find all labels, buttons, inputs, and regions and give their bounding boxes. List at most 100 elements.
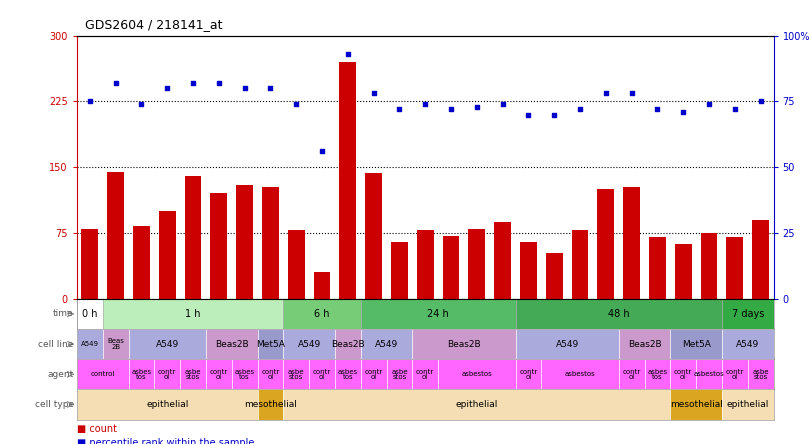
Text: epithelial: epithelial bbox=[456, 400, 498, 409]
Text: contr
ol: contr ol bbox=[158, 369, 177, 380]
Bar bbox=[129, 329, 206, 359]
Text: Beas2B: Beas2B bbox=[331, 340, 364, 349]
Bar bbox=[284, 329, 335, 359]
Point bbox=[497, 100, 509, 107]
Bar bbox=[722, 299, 774, 329]
Point bbox=[83, 98, 96, 105]
Bar bbox=[288, 230, 305, 299]
Bar bbox=[77, 359, 129, 389]
Bar bbox=[339, 62, 356, 299]
Bar bbox=[649, 238, 666, 299]
Bar bbox=[258, 389, 283, 420]
Text: asbe
stos: asbe stos bbox=[752, 369, 769, 380]
Text: asbe
stos: asbe stos bbox=[185, 369, 202, 380]
Point bbox=[212, 79, 225, 87]
Text: contr
ol: contr ol bbox=[623, 369, 641, 380]
Bar bbox=[159, 211, 176, 299]
Text: A549: A549 bbox=[375, 340, 399, 349]
Text: cell line: cell line bbox=[38, 340, 74, 349]
Bar bbox=[77, 329, 103, 359]
Bar bbox=[258, 329, 283, 359]
Bar bbox=[335, 359, 360, 389]
Bar bbox=[494, 222, 511, 299]
Bar bbox=[701, 233, 718, 299]
Bar bbox=[360, 329, 412, 359]
Bar bbox=[284, 299, 360, 329]
Bar bbox=[748, 359, 774, 389]
Bar bbox=[391, 242, 407, 299]
Bar bbox=[671, 359, 696, 389]
Bar bbox=[645, 359, 671, 389]
Text: 1 h: 1 h bbox=[185, 309, 201, 319]
Text: contr
ol: contr ol bbox=[674, 369, 693, 380]
Text: contr
ol: contr ol bbox=[262, 369, 279, 380]
Bar bbox=[77, 299, 103, 329]
Bar bbox=[258, 359, 283, 389]
Bar bbox=[313, 273, 330, 299]
Text: contr
ol: contr ol bbox=[313, 369, 331, 380]
Text: mesothelial: mesothelial bbox=[244, 400, 297, 409]
Text: contr
ol: contr ol bbox=[519, 369, 538, 380]
Point bbox=[238, 85, 251, 92]
Text: Met5A: Met5A bbox=[256, 340, 285, 349]
Text: mesothelial: mesothelial bbox=[670, 400, 723, 409]
Text: asbestos: asbestos bbox=[462, 371, 492, 377]
Bar bbox=[155, 359, 180, 389]
Bar bbox=[515, 299, 722, 329]
Text: asbestos: asbestos bbox=[693, 371, 724, 377]
Bar bbox=[752, 220, 769, 299]
Bar bbox=[386, 359, 412, 389]
Text: Met5A: Met5A bbox=[682, 340, 710, 349]
Bar bbox=[727, 238, 744, 299]
Bar bbox=[262, 187, 279, 299]
Point bbox=[728, 106, 741, 113]
Bar bbox=[365, 173, 382, 299]
Bar bbox=[232, 359, 258, 389]
Bar bbox=[412, 329, 515, 359]
Point bbox=[599, 90, 612, 97]
Text: 48 h: 48 h bbox=[608, 309, 629, 319]
Text: asbes
tos: asbes tos bbox=[647, 369, 667, 380]
Bar bbox=[671, 329, 722, 359]
Bar bbox=[180, 359, 206, 389]
Point bbox=[160, 85, 173, 92]
Text: GDS2604 / 218141_at: GDS2604 / 218141_at bbox=[85, 18, 223, 31]
Text: 24 h: 24 h bbox=[427, 309, 449, 319]
Text: Beas
2B: Beas 2B bbox=[107, 338, 124, 350]
Bar bbox=[284, 389, 671, 420]
Text: ■ count: ■ count bbox=[77, 424, 117, 434]
Bar bbox=[515, 359, 541, 389]
Point bbox=[109, 79, 122, 87]
Point bbox=[135, 100, 148, 107]
Text: control: control bbox=[91, 371, 115, 377]
Point bbox=[264, 85, 277, 92]
Text: asbes
tos: asbes tos bbox=[131, 369, 151, 380]
Point bbox=[419, 100, 432, 107]
Text: asbe
stos: asbe stos bbox=[391, 369, 407, 380]
Point bbox=[341, 51, 354, 58]
Bar bbox=[185, 176, 202, 299]
Text: ■ percentile rank within the sample: ■ percentile rank within the sample bbox=[77, 438, 254, 444]
Bar bbox=[722, 329, 774, 359]
Bar bbox=[541, 359, 619, 389]
Text: 6 h: 6 h bbox=[314, 309, 330, 319]
Point bbox=[573, 106, 586, 113]
Bar bbox=[598, 189, 614, 299]
Point bbox=[445, 106, 458, 113]
Bar bbox=[619, 359, 645, 389]
Text: contr
ol: contr ol bbox=[416, 369, 434, 380]
Bar bbox=[623, 187, 640, 299]
Bar bbox=[546, 253, 563, 299]
Bar bbox=[103, 329, 129, 359]
Bar bbox=[572, 230, 588, 299]
Point bbox=[393, 106, 406, 113]
Point bbox=[651, 106, 664, 113]
Bar bbox=[722, 389, 774, 420]
Bar bbox=[360, 359, 386, 389]
Bar bbox=[722, 359, 748, 389]
Bar bbox=[284, 359, 309, 389]
Bar bbox=[206, 329, 258, 359]
Text: Beas2B: Beas2B bbox=[628, 340, 661, 349]
Text: Beas2B: Beas2B bbox=[447, 340, 481, 349]
Bar bbox=[237, 185, 253, 299]
